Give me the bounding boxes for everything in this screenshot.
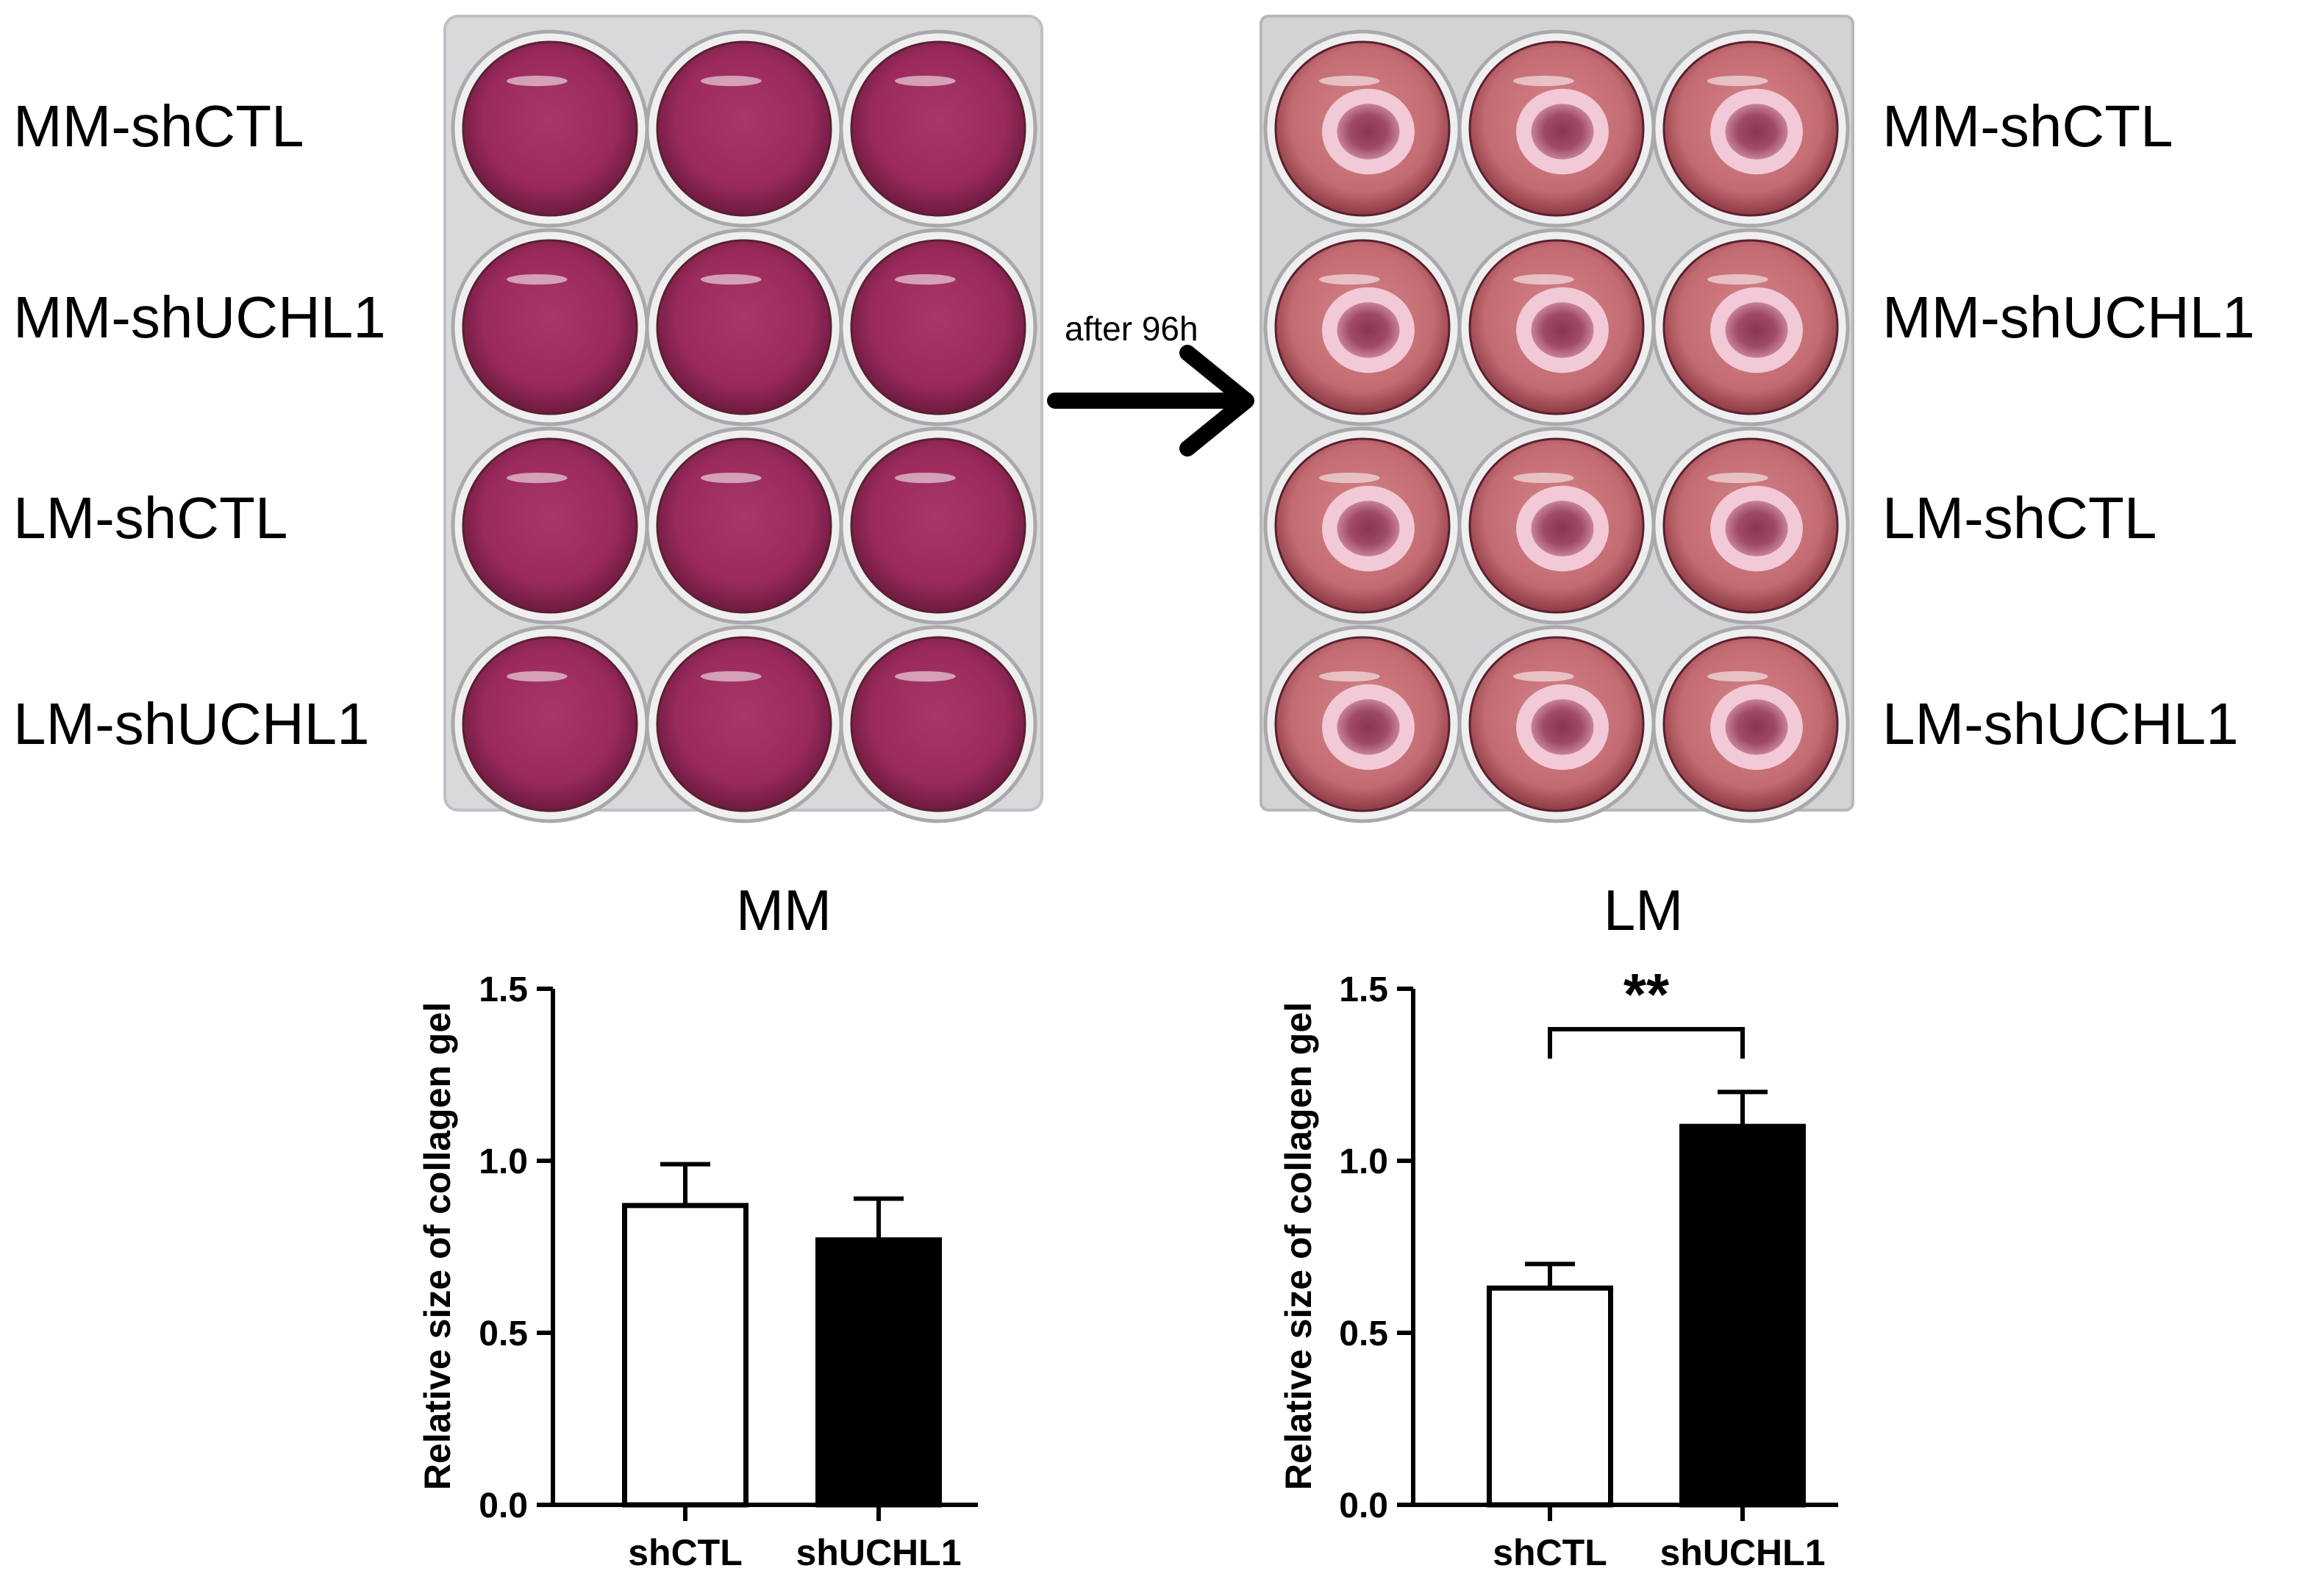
bar-shuchl1 [1679, 1123, 1806, 1508]
left-label-lm-shctl: LM-shCTL [13, 485, 288, 551]
right-label-mm-shctl: MM-shCTL [1882, 93, 2173, 159]
y-tick-label: 1.5 [1339, 970, 1388, 1009]
after-plate-well [1263, 228, 1462, 426]
after-plate-well [1263, 625, 1462, 823]
chart-lm-title: LM [1604, 878, 1683, 942]
left-label-mm-shctl: MM-shCTL [13, 93, 304, 159]
y-tick-label: 0.5 [479, 1314, 528, 1353]
right-label-lm-shuchl1: LM-shUCHL1 [1882, 691, 2239, 756]
before-plate-well [839, 426, 1037, 625]
before-plate-well [645, 228, 843, 426]
after-plate-well [1651, 625, 1850, 823]
chart-lm: LM Relative size of collagen gel 0.0 0.5 1… [1278, 878, 1838, 1573]
after-plate-well [1457, 228, 1656, 426]
bar-shctl [622, 1203, 749, 1508]
y-tick-label: 1.5 [479, 970, 528, 1009]
after-plate-well [1263, 426, 1462, 625]
y-tick-label: 1.0 [479, 1142, 528, 1181]
bar-shctl [1487, 1285, 1613, 1508]
chart-lm-ylabel: Relative size of collagen gel [1278, 1002, 1319, 1490]
after-plate-well [1457, 29, 1656, 228]
before-plate-well [839, 228, 1037, 426]
x-tick-label: shCTL [628, 1532, 743, 1573]
before-plate-photo [443, 15, 1043, 823]
before-plate-well [839, 29, 1037, 228]
before-plate-well [645, 29, 843, 228]
after-plate-well [1651, 426, 1850, 625]
y-tick-label: 0.0 [1339, 1486, 1388, 1525]
before-plate-well [451, 228, 649, 426]
after-plate-well [1651, 29, 1850, 228]
arrow-caption: after 96h [1065, 309, 1198, 348]
chart-lm-marks: ** [1487, 962, 1806, 1508]
after-plate-well [1457, 426, 1656, 625]
bar-shuchl1 [815, 1237, 942, 1508]
y-tick-label: 0.5 [1339, 1314, 1388, 1353]
left-label-mm-shuchl1: MM-shUCHL1 [13, 285, 386, 350]
x-tick-label: shUCHL1 [796, 1532, 961, 1573]
left-label-lm-shuchl1: LM-shUCHL1 [13, 691, 370, 756]
chart-mm-axes: 0.0 0.5 1.0 1.5 shCTL shUCHL1 [479, 970, 978, 1573]
x-tick-label: shUCHL1 [1659, 1532, 1825, 1573]
before-plate-well [451, 426, 649, 625]
before-plate-well [451, 625, 649, 823]
before-plate-well [645, 625, 843, 823]
after-plate-well [1263, 29, 1462, 228]
y-tick-label: 1.0 [1339, 1142, 1388, 1181]
y-tick-label: 0.0 [479, 1486, 528, 1525]
significance-bracket [1548, 1027, 1745, 1059]
after-plate-photo [1260, 15, 1854, 823]
chart-mm: MM Relative size of collagen gel 0.0 0.5 1… [417, 878, 978, 1573]
x-tick-label: shCTL [1493, 1532, 1607, 1573]
chart-mm-ylabel: Relative size of collagen gel [417, 1002, 458, 1490]
significance-label: ** [1623, 962, 1670, 1027]
after-plate-well [1457, 625, 1656, 823]
chart-mm-title: MM [736, 878, 832, 942]
right-arrow-icon [1047, 345, 1254, 457]
right-label-lm-shctl: LM-shCTL [1882, 485, 2157, 551]
before-plate-well [839, 625, 1037, 823]
right-label-mm-shuchl1: MM-shUCHL1 [1882, 285, 2255, 350]
before-plate-well [451, 29, 649, 228]
before-plate-well [645, 426, 843, 625]
chart-mm-marks [622, 1162, 942, 1508]
after-plate-well [1651, 228, 1850, 426]
